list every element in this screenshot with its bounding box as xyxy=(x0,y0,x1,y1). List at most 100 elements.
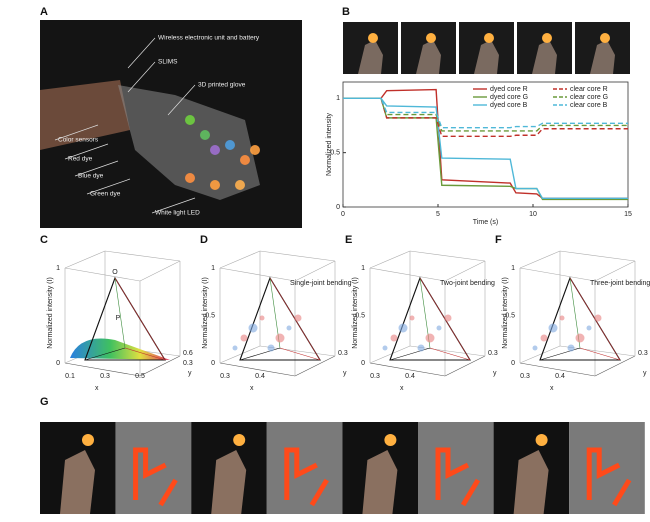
point xyxy=(417,344,425,352)
legend-label: dyed core G xyxy=(490,94,528,101)
callout: Color sensors xyxy=(58,137,99,144)
glow xyxy=(368,33,378,43)
glove xyxy=(118,85,260,200)
x-tick-label: 0.4 xyxy=(255,373,265,380)
y-tick-label: 0.5 xyxy=(330,149,340,156)
axis-edge xyxy=(219,345,261,364)
axis-edge xyxy=(519,345,561,364)
axis-edge xyxy=(279,347,321,361)
hand xyxy=(590,40,615,74)
photo xyxy=(418,422,494,514)
photo xyxy=(115,422,192,514)
legend-label: clear core B xyxy=(570,102,608,109)
y-tick-label: 0.6 xyxy=(183,350,193,357)
point xyxy=(390,334,398,342)
leader xyxy=(64,143,109,160)
point xyxy=(232,345,238,351)
leader xyxy=(127,37,156,69)
y-axis-title: y xyxy=(188,370,192,377)
x-tick-label: 0.5 xyxy=(135,373,145,380)
y-axis-title: y xyxy=(643,370,647,377)
series-line xyxy=(343,97,628,129)
glow xyxy=(82,434,94,446)
glow xyxy=(542,33,552,43)
x-tick-label: 0.3 xyxy=(100,373,110,380)
point xyxy=(548,323,558,333)
axis-edge xyxy=(64,250,106,269)
z-axis-title: Normalized intensity (I) xyxy=(47,277,54,349)
axis-edge xyxy=(259,250,336,262)
glow xyxy=(384,434,397,446)
x-tick-label: 15 xyxy=(624,211,632,218)
y-tick-label: 0.3 xyxy=(488,350,498,357)
photo xyxy=(266,422,343,514)
point xyxy=(240,334,248,342)
axis-edge xyxy=(294,355,336,377)
z-tick-label: 0.5 xyxy=(505,312,515,319)
axis-edge xyxy=(124,347,166,361)
point xyxy=(567,344,575,352)
legend-label: dyed core B xyxy=(490,102,528,109)
series-line xyxy=(343,97,628,201)
glow xyxy=(235,180,245,190)
callout: SLIMS xyxy=(158,59,178,66)
x-tick-label: 0.3 xyxy=(370,373,380,380)
axis-edge xyxy=(429,347,471,361)
arm xyxy=(40,80,130,150)
axis-edge xyxy=(64,267,141,282)
point xyxy=(248,323,258,333)
glow xyxy=(484,33,494,43)
axis-edge xyxy=(594,260,636,282)
finger-model xyxy=(284,447,329,507)
x-tick-label: 0.1 xyxy=(65,373,75,380)
panel-label: C xyxy=(40,234,48,246)
y-tick-label: 0.3 xyxy=(338,350,348,357)
glow xyxy=(200,130,210,140)
x-axis-title: Time (s) xyxy=(473,219,498,226)
point xyxy=(398,323,408,333)
point xyxy=(294,314,302,322)
glow xyxy=(225,140,235,150)
x-tick-label: 5 xyxy=(436,211,440,218)
marker-label: P xyxy=(116,315,121,322)
leader xyxy=(74,160,119,177)
axis-edge xyxy=(139,355,181,377)
callout: Green dye xyxy=(90,191,121,198)
y-tick-label: 0.3 xyxy=(183,360,193,367)
point xyxy=(559,315,565,321)
axis-edge xyxy=(519,362,596,377)
z-tick-label: 0 xyxy=(56,360,60,367)
x-tick-label: 0.3 xyxy=(520,373,530,380)
axis-edge xyxy=(409,250,486,262)
point xyxy=(575,333,585,343)
plot-frame xyxy=(342,81,629,208)
hand xyxy=(358,40,383,74)
axis-edge xyxy=(114,277,166,361)
photo xyxy=(569,422,645,514)
leader xyxy=(167,84,196,116)
axis-edge xyxy=(139,260,181,282)
x-axis-title: x xyxy=(250,385,254,392)
axis-edge xyxy=(219,362,296,377)
panel-label: A xyxy=(40,6,48,18)
z-tick-label: 0.5 xyxy=(355,312,365,319)
x-tick-label: 0.3 xyxy=(220,373,230,380)
y-tick-label: 1 xyxy=(336,95,340,102)
panel-label: D xyxy=(200,234,208,246)
point xyxy=(540,334,548,342)
leader xyxy=(127,61,156,93)
axis-edge xyxy=(294,260,336,282)
axis-edge xyxy=(559,250,636,262)
legend-label: clear core G xyxy=(570,94,608,101)
z-tick-label: 1 xyxy=(56,265,60,272)
leader xyxy=(151,197,196,214)
x-tick-label: 0.4 xyxy=(405,373,415,380)
glow xyxy=(210,145,220,155)
x-tick-label: 0.4 xyxy=(555,373,565,380)
z-tick-label: 0 xyxy=(361,360,365,367)
z-tick-label: 0 xyxy=(511,360,515,367)
y-tick-label: 0 xyxy=(336,204,340,211)
z-axis-title: Normalized intensity (I) xyxy=(502,277,509,349)
glow xyxy=(185,173,195,183)
axis-edge xyxy=(519,267,596,282)
